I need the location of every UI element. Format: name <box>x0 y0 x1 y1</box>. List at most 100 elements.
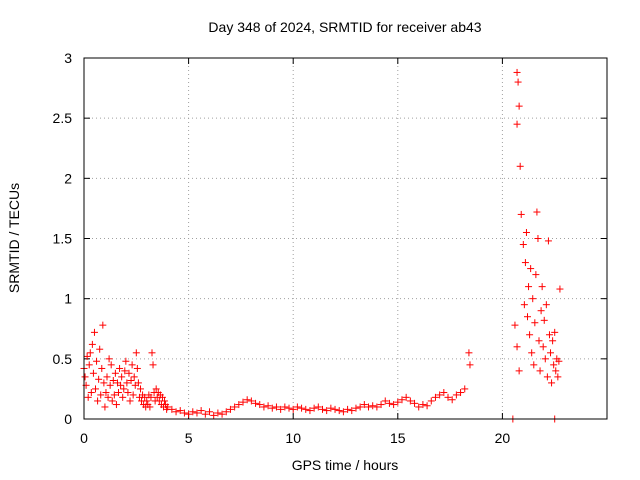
data-point <box>103 373 111 381</box>
data-point <box>161 397 169 405</box>
data-point <box>123 379 131 387</box>
data-point <box>522 228 530 236</box>
data-point <box>461 385 469 393</box>
data-point <box>415 403 423 411</box>
data-point <box>527 265 535 273</box>
data-point <box>521 259 529 267</box>
data-point <box>423 402 431 410</box>
data-point <box>532 271 540 279</box>
data-point <box>526 331 534 339</box>
x-tick-label: 0 <box>80 430 88 446</box>
data-point <box>348 407 356 415</box>
data-point <box>235 401 243 409</box>
data-point <box>528 349 536 357</box>
data-point <box>193 409 201 417</box>
data-point <box>373 403 381 411</box>
data-point <box>168 405 176 413</box>
data-point <box>524 313 532 321</box>
data-point <box>531 319 539 327</box>
data-point <box>352 404 360 412</box>
data-point <box>98 364 106 372</box>
data-point <box>231 403 239 411</box>
data-point <box>132 349 140 357</box>
data-point <box>84 393 92 401</box>
data-point <box>164 403 172 411</box>
data-point <box>538 283 546 291</box>
data-point <box>520 301 528 309</box>
data-point <box>339 408 347 416</box>
data-point <box>85 361 93 369</box>
data-point <box>516 162 524 170</box>
data-point <box>513 343 521 351</box>
data-point <box>436 391 444 399</box>
axis-ticks: 0 5 10 15 20 0 0.5 1 1.5 2 2.5 3 <box>53 50 607 446</box>
data-point <box>146 403 154 411</box>
data-point <box>148 349 156 357</box>
data-point <box>533 208 541 216</box>
data-point <box>133 364 141 372</box>
data-point <box>260 403 268 411</box>
data-point <box>180 409 188 417</box>
data-point <box>93 357 101 365</box>
data-point <box>122 357 130 365</box>
data-point <box>99 321 107 329</box>
data-point <box>298 404 306 412</box>
y-tick-label: 0 <box>64 411 72 427</box>
data-point <box>105 355 113 363</box>
data-point <box>95 375 103 383</box>
data-point <box>529 295 537 303</box>
data-point <box>381 397 389 405</box>
data-point <box>108 397 116 405</box>
x-axis-label: GPS time / hours <box>292 457 399 473</box>
data-point <box>252 399 260 407</box>
data-point <box>112 401 120 409</box>
data-point <box>554 373 562 381</box>
data-point <box>323 407 331 415</box>
data-point <box>172 408 180 416</box>
data-point <box>214 409 222 417</box>
chart-title: Day 348 of 2024, SRMTID for receiver ab4… <box>208 19 481 35</box>
data-point <box>314 403 322 411</box>
data-point <box>285 404 293 412</box>
x-tick-label: 5 <box>185 430 193 446</box>
data-point <box>115 389 123 397</box>
data-point <box>277 405 285 413</box>
y-tick-label: 2.5 <box>53 110 73 126</box>
data-point <box>126 397 134 405</box>
data-point <box>152 385 160 393</box>
y-tick-label: 1.5 <box>53 231 73 247</box>
y-tick-label: 1 <box>64 291 72 307</box>
data-point <box>556 285 564 293</box>
data-point <box>385 399 393 407</box>
data-point <box>448 396 456 404</box>
data-point <box>344 405 352 413</box>
data-point <box>551 328 559 336</box>
data-point <box>547 349 555 357</box>
data-point <box>513 68 521 76</box>
data-point <box>548 379 556 387</box>
data-point <box>111 369 119 377</box>
data-point <box>189 408 197 416</box>
data-point <box>117 381 125 389</box>
data-point <box>541 355 549 363</box>
data-point <box>121 367 129 375</box>
data-point <box>247 397 255 405</box>
plot-frame <box>83 57 608 420</box>
data-point <box>539 343 547 351</box>
data-point <box>419 401 427 409</box>
data-point <box>511 321 519 329</box>
data-point <box>90 328 98 336</box>
data-point <box>119 393 127 401</box>
data-point <box>542 301 550 309</box>
data-point <box>116 364 124 372</box>
data-point <box>201 410 209 418</box>
data-point <box>256 401 264 409</box>
data-point <box>143 397 151 405</box>
data-point <box>535 337 543 345</box>
data-point <box>120 385 128 393</box>
data-point <box>544 237 552 245</box>
data-point <box>268 404 276 412</box>
x-tick-label: 15 <box>390 430 406 446</box>
data-point <box>530 361 538 369</box>
